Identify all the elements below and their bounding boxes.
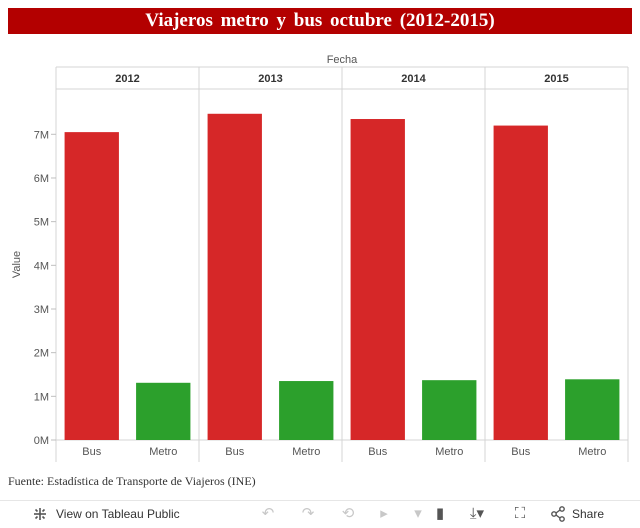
share-button[interactable]: Share xyxy=(550,506,604,522)
x-tick-label: Metro xyxy=(578,446,606,458)
y-tick-label: 2M xyxy=(34,348,49,360)
tableau-logo-icon xyxy=(34,508,46,520)
share-icon xyxy=(551,506,565,522)
x-tick-label: Metro xyxy=(435,446,463,458)
redo-icon[interactable]: ↷ xyxy=(301,505,315,522)
x-tick-label: Bus xyxy=(511,446,530,458)
y-axis-title: Value xyxy=(11,251,23,278)
group-header-2012: 2012 xyxy=(115,73,139,85)
pause-dropdown-icon[interactable]: ▾ xyxy=(414,505,422,522)
bar-metro-2015 xyxy=(565,379,620,440)
x-tick-label: Bus xyxy=(225,446,244,458)
bar-bus-2015 xyxy=(493,125,548,441)
view-on-tableau-label: View on Tableau Public xyxy=(56,507,180,521)
x-tick-label: Metro xyxy=(292,446,320,458)
bar-metro-2014 xyxy=(422,380,477,440)
dashboard-title: Viajeros metro y bus octubre (2012-2015) xyxy=(8,8,632,34)
group-header-2014: 2014 xyxy=(401,73,426,85)
download-icon[interactable]: ⤓▾ xyxy=(469,505,485,522)
revert-icon[interactable]: ⟲ xyxy=(341,505,355,522)
pause-icon-2[interactable]: ▮ xyxy=(435,505,445,522)
source-note: Fuente: Estadística de Transporte de Via… xyxy=(8,474,256,488)
y-tick-label: 5M xyxy=(34,217,49,229)
share-label: Share xyxy=(572,507,605,521)
pause-icon[interactable]: ▸ xyxy=(380,505,388,522)
group-header-2015: 2015 xyxy=(544,73,568,85)
x-tick-label: Bus xyxy=(368,446,387,458)
y-tick-label: 0M xyxy=(34,435,49,447)
y-tick-label: 3M xyxy=(34,304,49,316)
bar-bus-2012 xyxy=(64,132,119,441)
undo-icon[interactable]: ↶ xyxy=(261,505,275,522)
tableau-toolbar: View on Tableau Public ↶ ↷ ⟲ ▸ ▾ ▮ ⤓▾ ⛶ … xyxy=(0,500,640,528)
y-tick-label: 7M xyxy=(34,129,49,141)
bar-metro-2013 xyxy=(279,381,334,440)
fullscreen-icon[interactable]: ⛶ xyxy=(514,505,526,522)
bar-chart: Fecha 0M 1M 2M 3M 4M 5M 6M 7M Value 2012 Bus Metro 20… xyxy=(11,54,629,462)
bar-bus-2013 xyxy=(207,113,262,441)
y-tick-label: 1M xyxy=(34,391,49,403)
bar-metro-2012 xyxy=(136,382,191,440)
group-header-2013: 2013 xyxy=(258,73,282,85)
y-tick-label: 4M xyxy=(34,260,49,272)
x-tick-label: Bus xyxy=(82,446,101,458)
x-tick-label: Metro xyxy=(149,446,177,458)
bar-bus-2014 xyxy=(350,119,405,441)
column-header-label: Fecha xyxy=(327,54,358,66)
view-on-tableau-link[interactable]: View on Tableau Public xyxy=(32,506,180,522)
y-tick-label: 6M xyxy=(34,173,49,185)
